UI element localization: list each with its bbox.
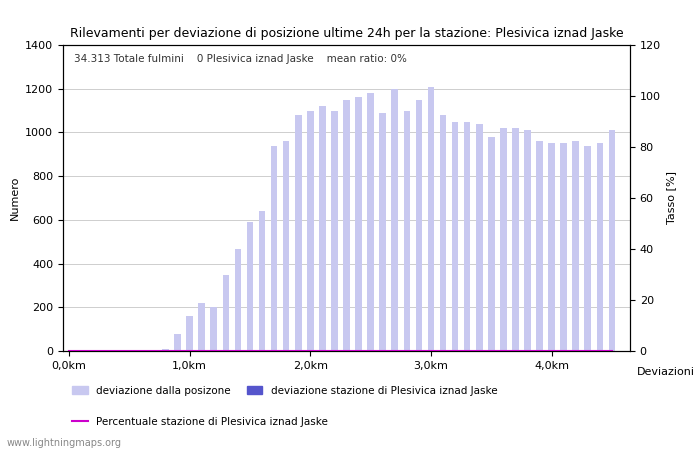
Bar <box>271 145 277 351</box>
Bar <box>560 144 567 351</box>
Bar <box>573 141 579 351</box>
Bar <box>476 124 482 351</box>
Bar <box>368 93 374 351</box>
Bar <box>174 333 181 351</box>
Bar <box>608 130 615 351</box>
Bar <box>524 130 531 351</box>
Bar <box>464 122 470 351</box>
Bar <box>355 98 362 351</box>
Bar <box>343 99 350 351</box>
Bar <box>331 111 338 351</box>
Legend: deviazione dalla posizone, deviazione stazione di Plesivica iznad Jaske: deviazione dalla posizone, deviazione st… <box>68 382 501 400</box>
Bar <box>198 303 205 351</box>
Title: Rilevamenti per deviazione di posizione ultime 24h per la stazione: Plesivica iz: Rilevamenti per deviazione di posizione … <box>70 27 623 40</box>
Text: Deviazioni: Deviazioni <box>637 367 695 377</box>
Bar <box>307 111 314 351</box>
Bar <box>536 141 542 351</box>
Y-axis label: Tasso [%]: Tasso [%] <box>666 171 676 225</box>
Bar <box>234 249 241 351</box>
Bar <box>295 115 302 351</box>
Bar <box>440 115 447 351</box>
Text: 34.313 Totale fulmini    0 Plesivica iznad Jaske    mean ratio: 0%: 34.313 Totale fulmini 0 Plesivica iznad … <box>74 54 407 64</box>
Bar <box>211 307 217 351</box>
Bar <box>391 89 398 351</box>
Bar <box>548 144 555 351</box>
Bar <box>596 144 603 351</box>
Bar <box>246 222 253 351</box>
Bar <box>259 211 265 351</box>
Bar <box>403 111 410 351</box>
Bar <box>512 128 519 351</box>
Bar <box>500 128 507 351</box>
Bar <box>150 350 157 351</box>
Bar <box>584 145 591 351</box>
Bar <box>416 99 422 351</box>
Legend: Percentuale stazione di Plesivica iznad Jaske: Percentuale stazione di Plesivica iznad … <box>68 413 332 431</box>
Bar <box>283 141 290 351</box>
Bar <box>186 316 193 351</box>
Text: www.lightningmaps.org: www.lightningmaps.org <box>7 438 122 448</box>
Bar <box>488 137 495 351</box>
Y-axis label: Numero: Numero <box>10 176 20 220</box>
Bar <box>452 122 458 351</box>
Bar <box>162 349 169 351</box>
Bar <box>428 86 434 351</box>
Bar <box>319 106 326 351</box>
Bar <box>223 274 229 351</box>
Bar <box>379 113 386 351</box>
